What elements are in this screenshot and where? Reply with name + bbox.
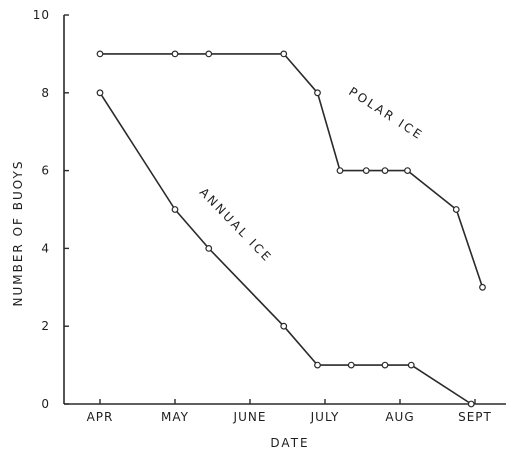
x-tick-label-apr: APR (87, 410, 114, 424)
polar-ice-label: POLAR ICE (346, 84, 426, 143)
y-tick-label-6: 6 (41, 164, 50, 178)
polar-ice-point-0 (96, 50, 104, 58)
polar-ice-point-2 (205, 50, 213, 58)
y-tick-label-0: 0 (41, 397, 50, 411)
y-tick-label-2: 2 (41, 319, 50, 333)
polar-ice-point-10 (479, 283, 486, 291)
polar-ice-point-6 (362, 167, 370, 175)
series-points (96, 50, 486, 408)
annual-ice-point-7 (407, 361, 415, 369)
x-axis-ticks: APR MAY JUNE JULY AUG SEPT (87, 399, 492, 424)
annual-ice-point-6 (381, 361, 389, 369)
polar-ice-point-9 (452, 206, 460, 213)
polar-ice-point-3 (280, 50, 288, 58)
polar-ice-point-5 (336, 167, 344, 175)
polar-ice-point-8 (404, 167, 411, 175)
series-lines (99, 53, 484, 405)
y-tick-label-10: 10 (33, 8, 50, 22)
annual-ice-point-1 (171, 206, 179, 213)
x-tick-label-july: JULY (310, 410, 340, 424)
polar-ice-line (100, 53, 484, 288)
y-tick-label-8: 8 (41, 86, 50, 100)
annual-ice-point-3 (280, 322, 288, 330)
annual-ice-point-5 (347, 361, 355, 369)
y-axis-ticks: 0 2 4 6 8 10 (33, 8, 69, 411)
polar-ice-point-1 (171, 50, 179, 58)
annual-ice-point-4 (314, 361, 321, 369)
y-axis-title: NUMBER OF BUOYS (11, 160, 25, 307)
axes (63, 15, 506, 405)
annual-ice-point-8 (467, 400, 475, 408)
annual-ice-point-2 (205, 244, 213, 252)
x-axis-title: DATE (270, 436, 309, 450)
x-tick-label-june: JUNE (233, 410, 267, 424)
polar-ice-point-7 (381, 167, 389, 175)
polar-ice-point-4 (314, 89, 321, 97)
y-tick-label-4: 4 (41, 241, 50, 255)
x-tick-label-may: MAY (161, 410, 189, 424)
annual-ice-point-0 (96, 89, 104, 97)
x-tick-label-aug: AUG (385, 410, 414, 424)
annual-ice-label: ANNUAL ICE (197, 185, 275, 265)
x-tick-label-sept: SEPT (458, 410, 492, 424)
